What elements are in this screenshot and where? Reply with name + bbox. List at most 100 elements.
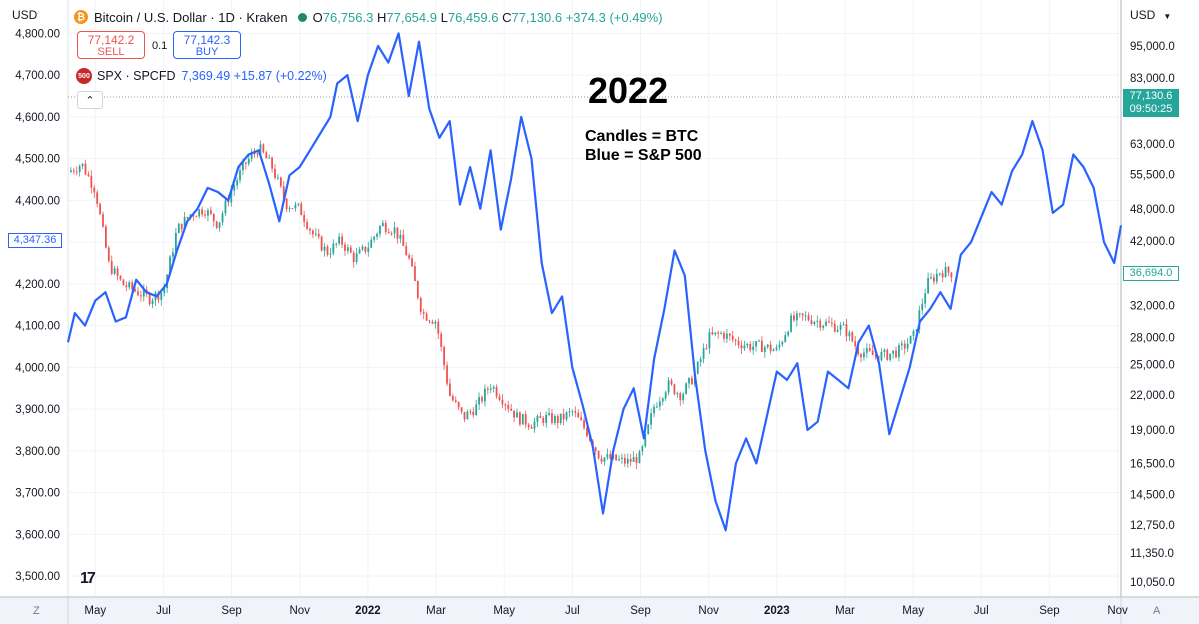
btc-candle	[615, 454, 618, 461]
right-tick-label: 32,000.0	[1130, 301, 1175, 313]
left-tick-label: 4,100.00	[15, 321, 60, 333]
btc-candle	[763, 347, 766, 353]
btc-candle	[950, 272, 953, 278]
btc-candle	[647, 424, 650, 434]
btc-candle	[172, 252, 174, 257]
btc-candle	[871, 350, 874, 356]
timezone-button[interactable]: Z	[33, 605, 40, 617]
btc-candle	[224, 200, 227, 214]
btc-candle	[466, 411, 469, 420]
time-tick-label: 2022	[355, 605, 381, 617]
btc-candle	[484, 388, 486, 402]
right-tick-label: 28,000.0	[1130, 333, 1175, 345]
btc-candle	[294, 204, 297, 209]
btc-candle	[285, 198, 288, 210]
btc-candle	[128, 282, 131, 288]
btc-candle	[288, 208, 291, 210]
btc-candle	[874, 355, 877, 357]
time-tick-label: Jul	[974, 605, 989, 617]
btc-candle	[274, 168, 276, 178]
btc-candle	[947, 266, 950, 273]
btc-candle	[892, 350, 894, 354]
btc-candle	[469, 411, 472, 413]
overlay-legend[interactable]: 500 SPX · SPCFD 7,369.49 +15.87 (+0.22%)	[76, 68, 327, 84]
btc-candle	[568, 411, 571, 413]
currency-selector-left[interactable]: USD	[12, 8, 37, 22]
btc-candle	[428, 320, 431, 322]
btc-candle	[256, 153, 259, 155]
btc-last-price-tag: 77,130.6 09:50:25	[1123, 89, 1179, 117]
symbol-header: ₿ Bitcoin / U.S. Dollar · 1D · Kraken O7…	[74, 6, 663, 28]
btc-candle	[746, 344, 749, 346]
btc-candle	[472, 411, 475, 416]
time-tick-label: May	[902, 605, 924, 617]
btc-candle	[282, 186, 285, 199]
overlay-value: 7,369.49	[181, 69, 231, 83]
btc-candle	[906, 343, 909, 349]
btc-candle	[553, 416, 556, 423]
btc-candle	[451, 395, 454, 401]
btc-candle	[70, 170, 72, 173]
btc-candle	[411, 258, 413, 267]
btc-candle	[157, 292, 160, 300]
buy-button[interactable]: 77,142.3 BUY	[173, 31, 241, 59]
btc-candle	[110, 260, 113, 274]
tradingview-logo: 17	[80, 570, 96, 587]
btc-candle	[370, 239, 373, 248]
btc-candle	[99, 203, 101, 215]
right-tick-label: 55,500.0	[1130, 169, 1175, 181]
btc-candle	[320, 236, 323, 251]
btc-candle	[169, 256, 171, 275]
btc-candle	[839, 325, 842, 330]
btc-candle	[358, 249, 361, 254]
btc-candle	[705, 348, 708, 350]
btc-candle	[548, 412, 550, 415]
btc-candle	[524, 414, 527, 425]
btc-candle	[760, 340, 763, 353]
btc-candle	[355, 253, 358, 263]
btc-candle	[822, 325, 825, 328]
btc-candle	[772, 349, 775, 352]
btc-candle	[174, 233, 177, 253]
btc-candle	[883, 349, 886, 352]
time-tick-label: Jul	[565, 605, 580, 617]
low-value: 76,459.6	[447, 9, 499, 25]
currency-selector-right[interactable]: USD ▼	[1130, 8, 1171, 22]
collapse-legend-button[interactable]: ⌃	[77, 91, 103, 109]
btc-candle	[819, 320, 822, 328]
btc-candle	[183, 217, 186, 230]
btc-candle	[489, 388, 492, 390]
symbol-title[interactable]: Bitcoin / U.S. Dollar · 1D · Kraken	[94, 9, 288, 25]
btc-candle	[749, 344, 752, 351]
auto-scale-button[interactable]: A	[1153, 605, 1161, 617]
btc-candle	[402, 234, 405, 247]
buy-label: BUY	[195, 46, 219, 58]
btc-candle	[242, 162, 244, 171]
btc-candle	[291, 208, 294, 210]
time-axis[interactable]: May Jul Sep Nov 2022 Mar May Jul Sep Nov 2023 Mar Ma…	[84, 605, 1128, 617]
btc-candle	[836, 329, 839, 332]
btc-candles	[70, 140, 953, 470]
overlay-name: SPX · SPCFD	[97, 69, 176, 83]
btc-candle	[600, 458, 603, 462]
btc-candle	[396, 227, 399, 239]
btc-candle	[661, 398, 664, 402]
btc-candle	[670, 380, 673, 385]
btc-candle	[944, 266, 947, 278]
btc-candle	[583, 420, 585, 428]
btc-candle	[221, 213, 224, 223]
sell-button[interactable]: 77,142.2 SELL	[77, 31, 145, 59]
btc-candle	[795, 313, 798, 321]
btc-candle	[317, 233, 320, 237]
btc-candle	[434, 321, 437, 324]
time-tick-label: Sep	[630, 605, 650, 617]
btc-candle	[195, 216, 198, 218]
btc-last-price: 77,130.6	[1129, 90, 1173, 102]
btc-candle	[119, 275, 122, 280]
btc-candle	[638, 451, 641, 464]
btc-candle	[644, 433, 647, 447]
market-status-icon	[297, 12, 307, 22]
btc-candle	[679, 393, 682, 401]
btc-candle	[848, 332, 851, 337]
